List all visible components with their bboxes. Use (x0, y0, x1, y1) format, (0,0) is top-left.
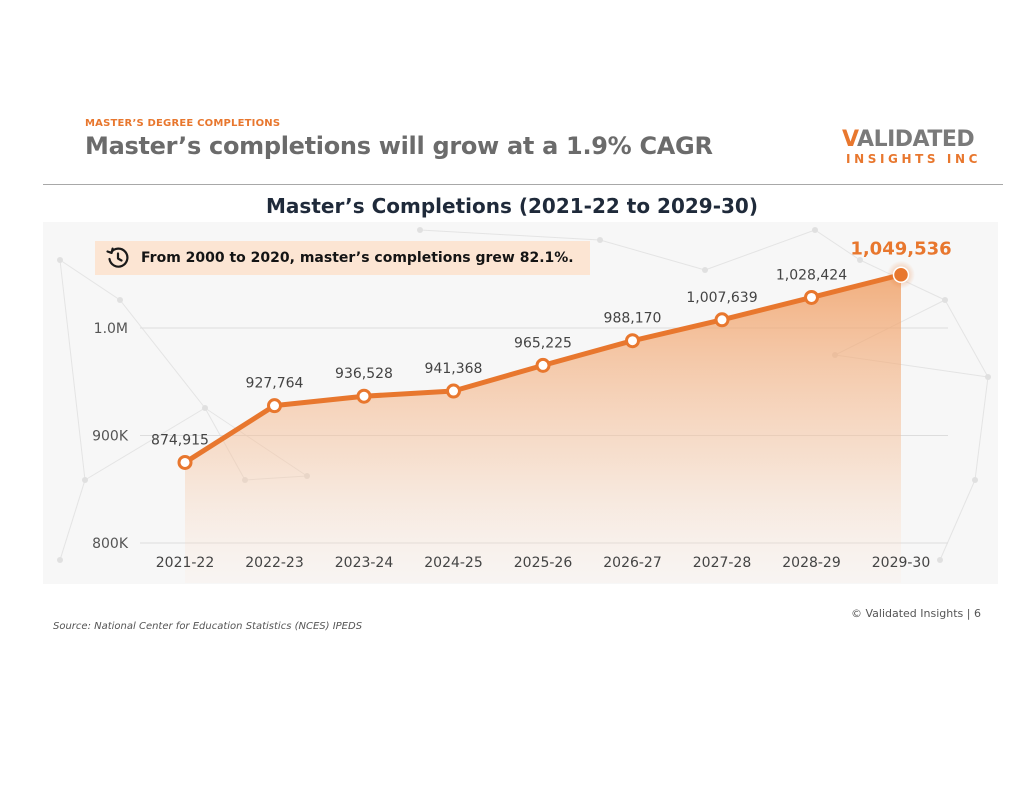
area-shape (185, 274, 901, 583)
network-node (942, 297, 948, 303)
data-label: 1,007,639 (686, 290, 757, 306)
x-tick-label: 2026-27 (603, 555, 662, 571)
growth-callout: From 2000 to 2020, master’s completions … (95, 241, 590, 275)
y-tick-label: 1.0M (94, 321, 128, 337)
network-link (119, 299, 206, 409)
callout-text: From 2000 to 2020, master’s completions … (141, 250, 574, 266)
x-tick-label: 2028-29 (782, 555, 841, 571)
source-note: Source: National Center for Education St… (53, 621, 363, 632)
network-link (59, 259, 86, 481)
network-node (857, 257, 863, 263)
network-node (985, 374, 991, 380)
data-label-highlight: 1,049,536 (850, 239, 951, 260)
data-point (267, 398, 282, 414)
data-point (177, 454, 193, 470)
x-tick-label: 2023-24 (335, 555, 394, 571)
network-node (937, 557, 943, 563)
network-link (939, 479, 976, 561)
logo-v-mark: V (842, 127, 858, 152)
data-label: 988,170 (604, 311, 662, 327)
network-link (974, 376, 989, 481)
network-node (812, 227, 818, 233)
header-divider (43, 184, 1003, 185)
y-tick-label: 800K (92, 536, 129, 552)
network-link (944, 299, 989, 378)
logo-wordmark: VALIDATED (842, 127, 975, 152)
x-tick-label: 2021-22 (156, 555, 215, 571)
slide-headline: Master’s completions will grow at a 1.9%… (85, 132, 713, 160)
network-node (202, 405, 208, 411)
network-node (57, 557, 63, 563)
x-axis: 2021-22 2022-23 2023-24 2024-25 2025-26 2026-… (156, 555, 931, 571)
network-node (702, 267, 708, 273)
y-tick-label: 900K (92, 429, 129, 445)
data-label: 874,915 (151, 432, 209, 448)
data-point (714, 312, 730, 328)
network-node (117, 297, 123, 303)
copyright-page-number: © Validated Insights | 6 (850, 607, 981, 620)
network-link (704, 229, 816, 271)
data-label: 936,528 (335, 366, 393, 382)
data-label: 927,764 (246, 376, 304, 392)
x-tick-label: 2029-30 (872, 555, 931, 571)
clock-history-icon (106, 247, 129, 268)
data-points (177, 260, 915, 470)
data-labels: 874,915 927,764 936,528 941,368 965,225 988,1… (151, 239, 952, 449)
network-node (57, 257, 63, 263)
network-node (597, 237, 603, 243)
data-point (356, 388, 372, 404)
network-node (972, 477, 978, 483)
x-tick-label: 2022-23 (245, 555, 304, 571)
data-point (446, 383, 461, 399)
data-label: 1,028,424 (776, 267, 847, 283)
network-link (84, 407, 206, 481)
company-logo: VALIDATED INSIGHTS INC (842, 128, 982, 168)
network-link (599, 239, 706, 271)
logo-wordmark-rest: ALIDATED (857, 127, 975, 152)
data-point (804, 289, 819, 305)
data-point (625, 333, 640, 349)
network-link (814, 229, 861, 261)
x-tick-label: 2027-28 (693, 555, 752, 571)
network-node (417, 227, 423, 233)
network-node (82, 477, 88, 483)
data-label: 965,225 (514, 335, 572, 351)
logo-subtitle: INSIGHTS INC (846, 152, 982, 166)
x-tick-label: 2024-25 (424, 555, 483, 571)
data-label: 941,368 (425, 361, 483, 377)
network-link (419, 229, 601, 241)
data-point (535, 357, 551, 373)
data-point-highlight (892, 266, 910, 283)
section-eyebrow: MASTER’S DEGREE COMPLETIONS (85, 118, 281, 129)
area-fill (185, 274, 901, 583)
chart-title: Master’s Completions (2021-22 to 2029-30… (266, 194, 758, 218)
x-tick-label: 2025-26 (514, 555, 573, 571)
network-link (59, 259, 121, 301)
y-axis: 800K 900K 1.0M (92, 321, 129, 552)
network-link (59, 479, 86, 561)
